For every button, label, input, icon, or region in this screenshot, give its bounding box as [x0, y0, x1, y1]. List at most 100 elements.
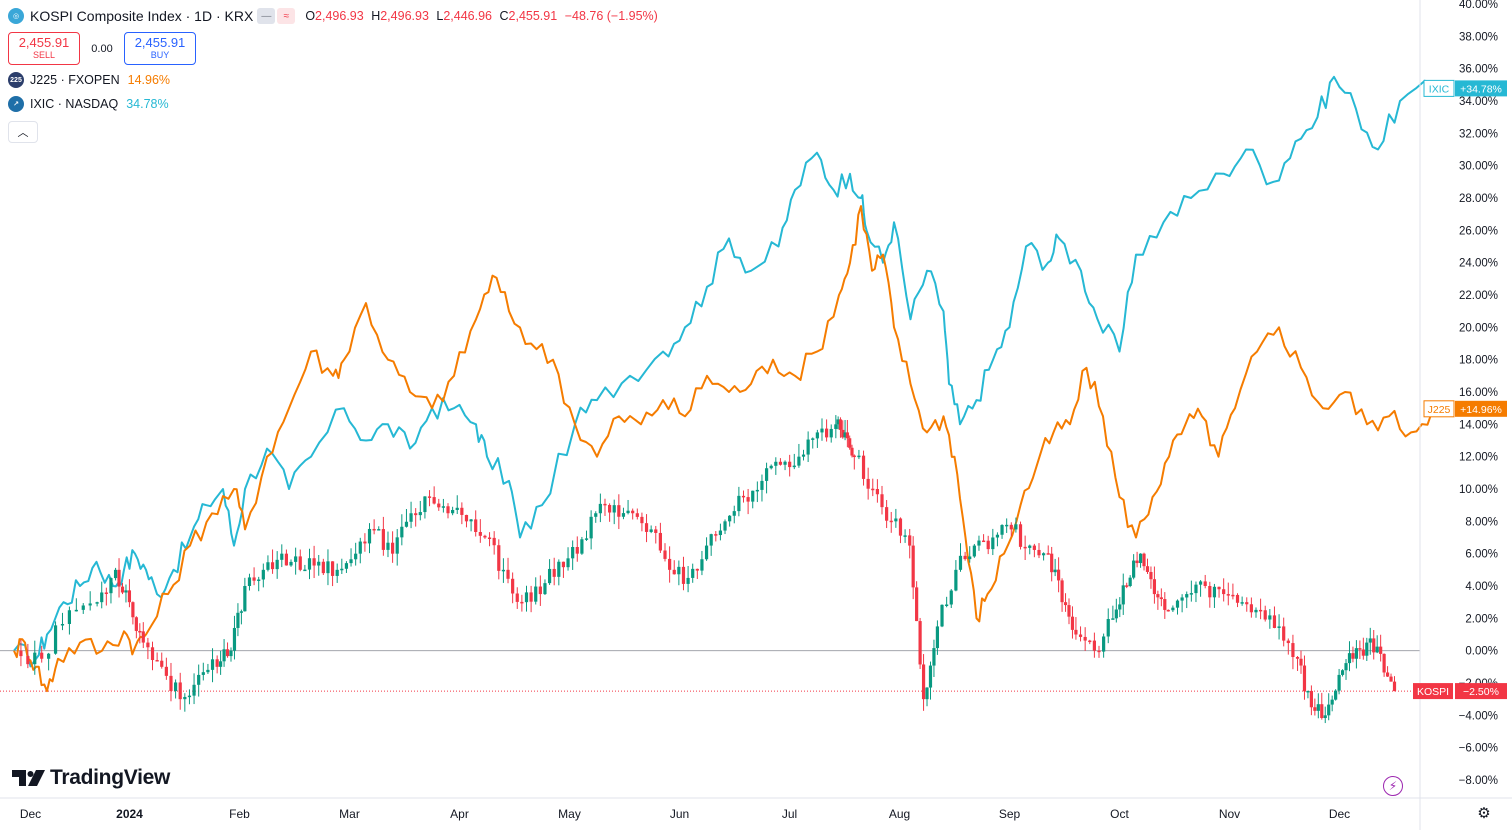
kospi-candle-body: [377, 529, 381, 531]
kospi-candle-body: [1163, 599, 1167, 610]
kospi-candle-body: [390, 542, 395, 554]
compare-row-j225[interactable]: 225 J225 · FXOPEN 14.96%: [8, 69, 662, 91]
kospi-candle-body: [138, 630, 142, 633]
collapse-legend-button[interactable]: ︿: [8, 121, 38, 143]
kospi-candle-body: [160, 660, 164, 667]
kospi-candle-body: [668, 558, 672, 570]
x-tick-label: Jun: [670, 807, 689, 821]
kospi-candle-body: [501, 569, 506, 572]
kospi-candle-body: [1392, 681, 1397, 692]
series-tag-j225: [1423, 400, 1455, 418]
kospi-candle-body: [418, 512, 422, 516]
minus-icon[interactable]: —: [257, 8, 276, 24]
kospi-candle-body: [1245, 602, 1249, 605]
kospi-candle-body: [487, 537, 492, 539]
kospi-candle-body: [1389, 676, 1393, 682]
kospi-candle-body: [709, 534, 713, 546]
kospi-candle-body: [1138, 553, 1143, 564]
ixic-value: 34.78%: [126, 97, 169, 111]
tradingview-logo[interactable]: TradingView: [12, 766, 170, 790]
kospi-candle-body: [741, 495, 746, 498]
kospi-candle-body: [547, 568, 552, 584]
kospi-candle-body: [1249, 604, 1253, 613]
gear-icon[interactable]: ⚙: [1477, 805, 1491, 822]
kospi-candle-body: [169, 675, 173, 692]
kospi-candle-body: [764, 468, 769, 481]
kospi-candle-body: [589, 516, 593, 539]
kospi-candle-body: [963, 555, 967, 560]
lightning-icon[interactable]: ⚡: [1383, 776, 1403, 796]
logo-text: TradingView: [50, 766, 171, 789]
kospi-candle-body: [1361, 649, 1365, 656]
kospi-candle-body: [81, 605, 85, 610]
kospi-candle-body: [841, 429, 845, 438]
kospi-candle-body: [1385, 672, 1390, 677]
kospi-candle-body: [446, 506, 450, 514]
kospi-candle-body: [395, 537, 399, 554]
kospi-candle-body: [1323, 715, 1327, 719]
kospi-candle-body: [898, 518, 903, 536]
kospi-candle-body: [677, 566, 681, 575]
kospi-candle-body: [921, 664, 926, 700]
kospi-candle-body: [945, 604, 949, 607]
kospi-candle-body: [981, 540, 986, 543]
kospi-candle-body: [797, 456, 801, 466]
kospi-candle-body: [451, 509, 455, 514]
kospi-candle-body: [571, 547, 575, 559]
kospi-candle-body: [74, 609, 78, 612]
kospi-candle-body: [915, 587, 919, 622]
low-label: L: [436, 9, 444, 23]
kospi-candle-body: [649, 529, 653, 532]
kospi-candle-body: [1102, 636, 1106, 652]
kospi-candle-body: [580, 539, 584, 554]
kospi-candle-body: [1302, 665, 1307, 692]
kospi-candle-body: [1295, 657, 1300, 659]
kospi-candle-body: [1152, 579, 1157, 595]
series-tag-text: IXIC: [1429, 83, 1450, 95]
kospi-candle-body: [1111, 618, 1115, 620]
chevron-up-icon: ︿: [17, 127, 29, 139]
kospi-candle-body: [1083, 636, 1087, 641]
symbol-title[interactable]: KOSPI Composite Index · 1D · KRX: [30, 8, 254, 24]
kospi-candle-body: [201, 672, 205, 675]
kospi-candle-body: [239, 611, 243, 613]
kospi-candle-body: [811, 438, 815, 440]
kospi-candle-body: [261, 569, 265, 580]
y-tick-label: 6.00%: [1465, 549, 1498, 561]
y-tick-label: 36.00%: [1459, 64, 1498, 76]
kospi-candle-body: [968, 556, 972, 560]
kospi-candle-body: [284, 553, 289, 566]
kospi-candle-body: [1344, 663, 1348, 671]
wave-icon[interactable]: ≈: [277, 8, 296, 24]
kospi-candle-body: [940, 604, 944, 627]
kospi-candle-body: [427, 496, 432, 498]
high-label: H: [371, 9, 381, 23]
j225-value: 14.96%: [127, 73, 171, 87]
open-value: 2,496.93: [315, 9, 364, 23]
kospi-candle-body: [294, 556, 298, 562]
series-tag-text: J225: [1428, 404, 1451, 416]
kospi-candle-body: [695, 568, 699, 571]
kospi-candle-body: [714, 534, 718, 536]
kospi-candle-body: [1032, 545, 1036, 550]
y-tick-label: −4.00%: [1459, 710, 1498, 722]
compare-row-ixic[interactable]: ↗ IXIC · NASDAQ 34.78%: [8, 93, 662, 115]
kospi-candle-body: [654, 529, 658, 533]
kospi-candle-body: [1240, 602, 1244, 604]
x-tick-label: Mar: [339, 807, 360, 821]
kospi-candle-body: [1060, 580, 1064, 603]
main-symbol-row[interactable]: ◎ KOSPI Composite Index · 1D · KRX — ≈ O…: [8, 6, 662, 26]
kospi-candle-body: [534, 586, 538, 602]
kospi-candle-body: [1063, 602, 1068, 606]
kospi-candle-body: [173, 682, 178, 692]
kospi-candle-body: [340, 568, 344, 571]
sell-button[interactable]: 2,455.91 SELL: [8, 32, 80, 65]
kospi-candle-body: [400, 526, 404, 538]
buy-button[interactable]: 2,455.91 BUY: [124, 32, 196, 65]
kospi-candle-body: [1175, 600, 1180, 608]
kospi-candle-body: [875, 489, 879, 495]
chart-legend: ◎ KOSPI Composite Index · 1D · KRX — ≈ O…: [8, 6, 662, 143]
y-tick-label: 26.00%: [1459, 225, 1498, 237]
x-tick-label: Nov: [1219, 807, 1240, 821]
